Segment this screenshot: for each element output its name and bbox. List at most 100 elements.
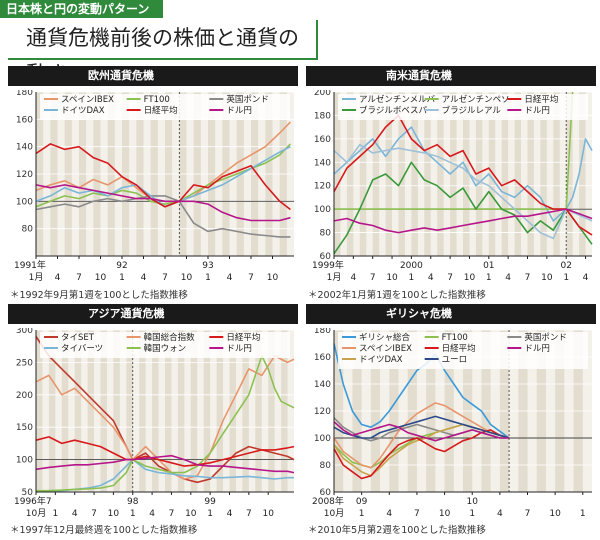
- series-line: [35, 454, 295, 474]
- x-tick-label: 1: [130, 509, 136, 519]
- y-tick-label: 160: [314, 135, 331, 145]
- month-stripe: [514, 92, 522, 256]
- month-stripe: [281, 330, 288, 492]
- month-stripe: [553, 92, 560, 256]
- month-stripe: [372, 92, 380, 256]
- y-tick-label: 180: [314, 111, 331, 121]
- x-tick-label: 1: [486, 273, 492, 283]
- y-tick-label: 50: [22, 488, 34, 498]
- x-tick-label: 1: [207, 509, 213, 519]
- chart-note: ＊1997年12月最終週を100とした指数推移: [10, 525, 198, 536]
- chart-panel-south-america: 南米通貨危機 60 80 100 120 140 160 180 200 1999年 1月 4 7 10…: [306, 66, 596, 302]
- x-year-label: 01: [483, 261, 494, 271]
- y-tick-label: 250: [16, 358, 33, 368]
- y-tick-label: 100: [16, 456, 33, 466]
- x-tick-label: 7: [414, 509, 420, 519]
- y-tick-label: 120: [16, 170, 33, 180]
- x-year-label: 09: [356, 497, 368, 507]
- y-tick-label: 300: [16, 328, 33, 336]
- x-year-label: 2000: [400, 261, 423, 271]
- x-year-label: 98: [127, 497, 139, 507]
- series-line: [333, 429, 510, 480]
- y-tick-label: 80: [320, 229, 332, 239]
- x-tick-label: 10: [386, 273, 398, 283]
- x-tick-label: 7: [169, 509, 175, 519]
- y-tick-label: 180: [314, 328, 331, 336]
- x-tick-label: 4: [227, 509, 233, 519]
- month-stripe: [527, 92, 534, 256]
- x-tick-label: 7: [370, 273, 376, 283]
- series-line: [333, 415, 510, 439]
- month-stripe: [488, 92, 496, 256]
- month-stripe: [152, 330, 159, 492]
- x-tick-label: 1月: [327, 272, 342, 283]
- x-year-label: 92: [116, 261, 127, 271]
- x-tick-label: 4: [428, 273, 434, 283]
- month-stripe: [359, 92, 367, 256]
- month-stripe: [411, 92, 418, 256]
- month-stripe: [87, 330, 95, 492]
- month-stripe: [346, 92, 354, 256]
- legend-label: 韓国総合指数: [144, 332, 196, 343]
- legend-label: ブラジルボベスパ: [359, 105, 428, 116]
- chart-note: ＊1992年9月第1週を100とした指数推移: [10, 290, 188, 301]
- legend-label: ブラジルレアル: [442, 105, 502, 116]
- series-line: [35, 143, 291, 211]
- y-tick-label: 100: [314, 205, 331, 215]
- month-stripe: [242, 330, 249, 492]
- legend-label: 日経平均: [524, 94, 558, 105]
- x-tick-label: 1: [52, 509, 58, 519]
- legend-label: アルゼンチンペソ: [442, 94, 510, 105]
- series-line: [35, 336, 295, 484]
- x-year-label: 93: [202, 261, 213, 271]
- month-stripe: [540, 92, 547, 256]
- x-tick-label: 1: [119, 273, 125, 283]
- x-tick-label: 4: [149, 509, 155, 519]
- month-stripe: [203, 330, 211, 492]
- month-stripe: [165, 330, 172, 492]
- x-tick-label: 10: [464, 273, 476, 283]
- x-tick-label: 7: [91, 509, 97, 519]
- month-stripe: [229, 330, 236, 492]
- legend-label: ドル円: [524, 344, 550, 354]
- legend-label: 日経平均: [144, 105, 178, 116]
- x-year-label: 1999年: [312, 259, 344, 271]
- month-stripe: [48, 330, 56, 492]
- x-tick-label: 4: [583, 273, 589, 283]
- month-stripe: [177, 330, 185, 492]
- series-line: [36, 355, 295, 492]
- y-tick-label: 140: [16, 143, 33, 153]
- chart-panel-greece: ギリシャ危機 60 80 100 120 140 160 180 2008年 10月 09 1 4 7 1…: [306, 304, 596, 536]
- chart-panel-europe: 欧州通貨危機 80 100 120 140 160 180 1991年 1月 4 7 10 92 1 4 7…: [8, 66, 298, 302]
- y-tick-label: 60: [320, 488, 332, 498]
- month-stripe: [36, 330, 43, 492]
- month-stripe: [424, 92, 431, 256]
- x-year-label: 10: [466, 497, 478, 507]
- y-tick-label: 100: [314, 434, 331, 444]
- x-year-label: 1991年: [14, 259, 46, 271]
- month-stripe: [334, 92, 341, 256]
- month-stripe: [385, 92, 393, 256]
- x-tick-label: 4: [505, 273, 511, 283]
- x-tick-label: 4: [72, 509, 78, 519]
- x-tick-label: 1月: [29, 272, 44, 283]
- month-stripe: [450, 92, 457, 256]
- y-tick-label: 160: [16, 115, 33, 125]
- x-tick-label: 1: [563, 273, 569, 283]
- y-tick-label: 100: [16, 197, 33, 207]
- x-year-label: 02: [560, 261, 571, 271]
- month-stripe: [216, 330, 224, 492]
- month-stripe: [501, 92, 509, 256]
- x-tick-label: 10月: [324, 508, 344, 519]
- legend-label: タイSET: [61, 333, 95, 343]
- series-line: [35, 195, 291, 238]
- x-tick-label: 4: [227, 273, 233, 283]
- legend-label: 日経平均: [442, 343, 476, 354]
- y-tick-label: 160: [314, 353, 331, 363]
- legend-label: 英国ポンド: [524, 332, 567, 343]
- legend-box: [40, 94, 290, 120]
- x-tick-label: 10: [267, 273, 279, 283]
- legend-label: FT100: [144, 95, 170, 105]
- legend-label: FT100: [442, 333, 468, 343]
